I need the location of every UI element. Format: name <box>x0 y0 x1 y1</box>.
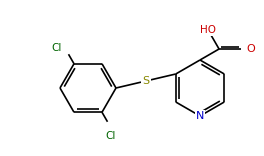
Text: Cl: Cl <box>106 131 116 141</box>
Text: Cl: Cl <box>52 43 62 53</box>
Text: O: O <box>246 44 255 54</box>
Text: N: N <box>196 111 204 121</box>
Text: HO: HO <box>200 25 216 35</box>
Text: S: S <box>142 76 149 86</box>
